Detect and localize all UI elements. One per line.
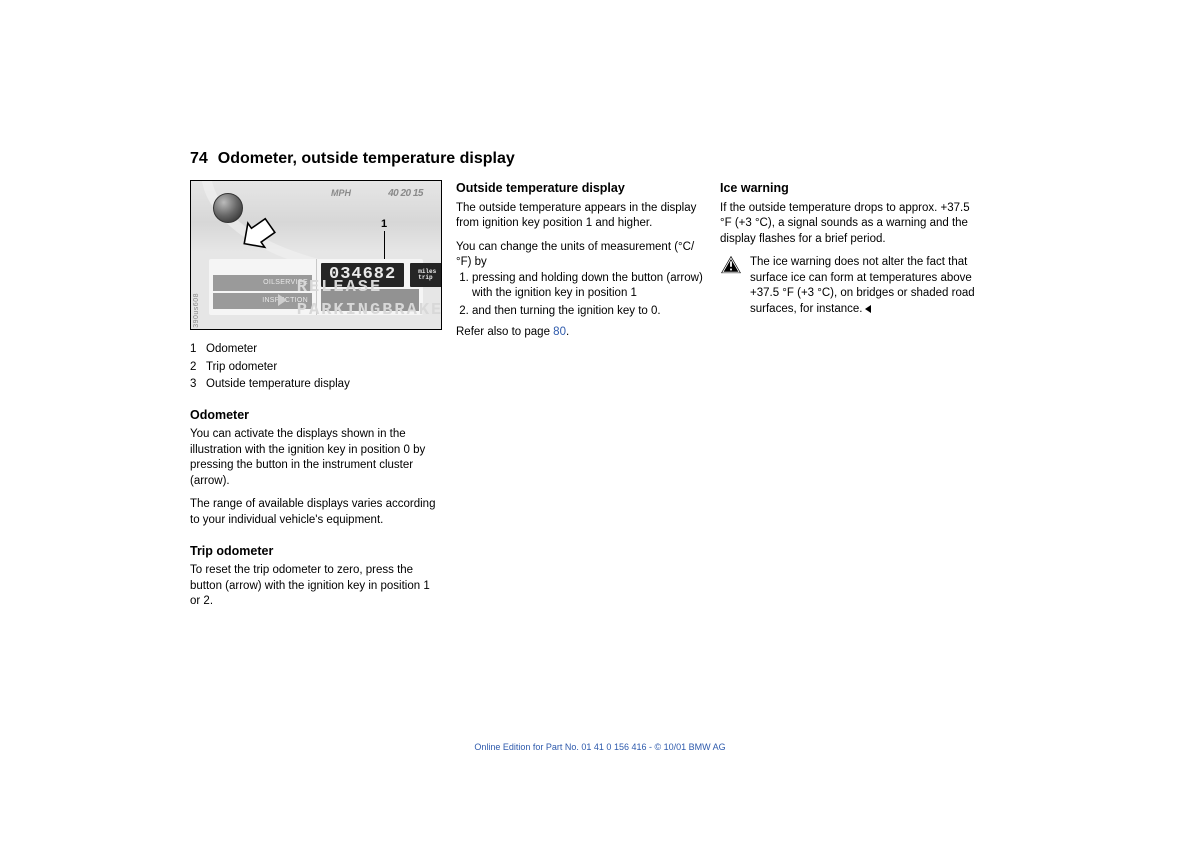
column-3: Ice warning If the outside temperature d… bbox=[720, 180, 980, 618]
trip-p1: To reset the trip odometer to zero, pres… bbox=[190, 563, 442, 610]
figure-legend: 1Odometer 2Trip odometer 3Outside temper… bbox=[190, 342, 442, 393]
column-2: Outside temperature display The outside … bbox=[456, 180, 706, 618]
ice-warning-text: The ice warning does not alter the fact … bbox=[750, 255, 980, 317]
outside-heading: Outside temperature display bbox=[456, 180, 706, 197]
ice-warning-note: The ice warning does not alter the fact … bbox=[720, 255, 980, 317]
callout-1: 1 bbox=[381, 217, 387, 232]
outside-step-1: pressing and holding down the button (ar… bbox=[472, 271, 706, 302]
outside-steps: pressing and holding down the button (ar… bbox=[456, 271, 706, 320]
page-header: 74 Odometer, outside temperature display bbox=[190, 150, 1010, 168]
page-number: 74 bbox=[190, 150, 208, 168]
odometer-p1: You can activate the displays shown in t… bbox=[190, 427, 442, 489]
mph-label: MPH bbox=[331, 187, 351, 199]
content-columns: MPH 40 20 15 1 2 3 bbox=[190, 180, 1010, 618]
page-link-80[interactable]: 80 bbox=[553, 326, 566, 338]
outside-p1: The outside temperature appears in the d… bbox=[456, 201, 706, 232]
lcd-message: RELEASE PARKINGBRAKE bbox=[297, 277, 442, 323]
column-1: MPH 40 20 15 1 2 3 bbox=[190, 180, 442, 618]
odometer-heading: Odometer bbox=[190, 407, 442, 424]
lcd-message-row: RELEASE PARKINGBRAKE bbox=[321, 289, 419, 311]
speed-scale: 40 20 15 bbox=[388, 187, 423, 201]
page-title: Odometer, outside temperature display bbox=[218, 150, 515, 168]
outside-step-2: and then turning the ignition key to 0. bbox=[472, 304, 706, 320]
outside-refer: Refer also to page 80. bbox=[456, 325, 706, 341]
ice-p1: If the outside temperature drops to appr… bbox=[720, 201, 980, 248]
warning-triangle-icon bbox=[720, 255, 742, 274]
footer-note: Online Edition for Part No. 01 41 0 156 … bbox=[0, 742, 1200, 752]
outside-p2: You can change the units of measurement … bbox=[456, 240, 706, 271]
trip-heading: Trip odometer bbox=[190, 543, 442, 560]
odometer-p2: The range of available displays varies a… bbox=[190, 497, 442, 528]
figure-ref: 390us608 bbox=[192, 293, 201, 328]
lcd-display: OILSERVICE INSPECTION 034682 miles trip … bbox=[209, 259, 423, 315]
instrument-cluster-figure: MPH 40 20 15 1 2 3 bbox=[190, 180, 442, 330]
figure-callouts: 1 2 3 bbox=[191, 217, 441, 237]
ice-heading: Ice warning bbox=[720, 180, 980, 197]
chevron-right-icon bbox=[278, 294, 287, 306]
